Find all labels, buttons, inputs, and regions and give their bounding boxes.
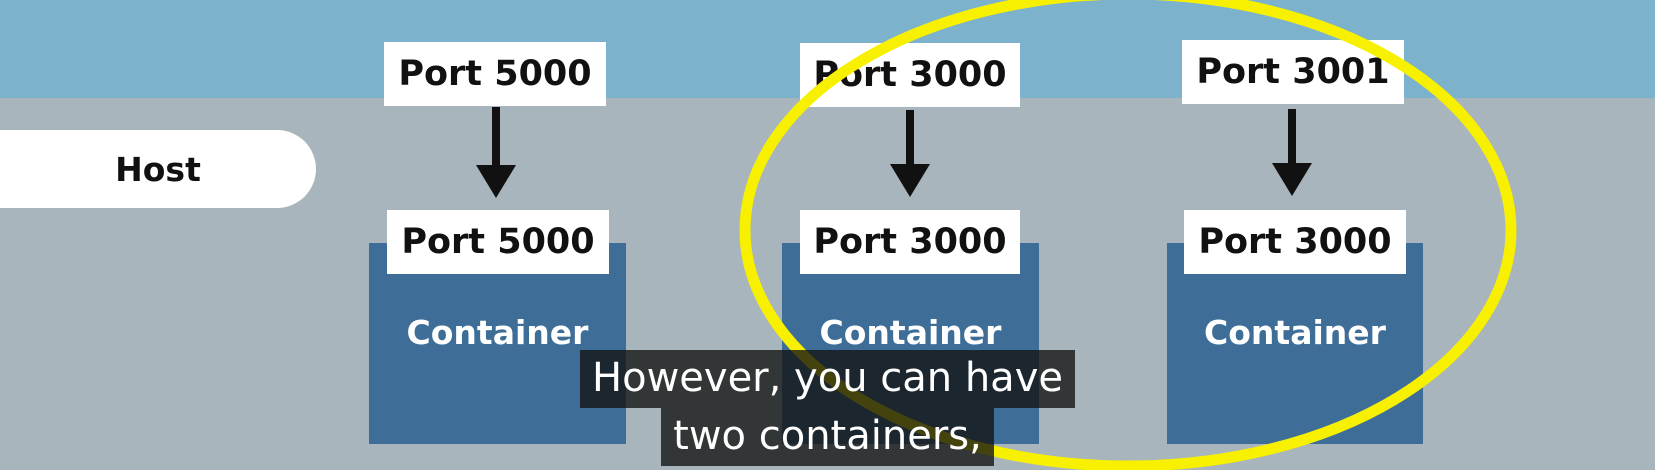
subtitle-text-2: two containers, (661, 408, 994, 466)
container-box-1: Container (369, 243, 626, 444)
down-arrow-icon (890, 110, 930, 197)
container-label: Container (1204, 313, 1386, 352)
container-port-label-1: Port 5000 (387, 210, 609, 274)
container-label: Container (406, 313, 589, 352)
down-arrow-icon (1272, 109, 1312, 196)
host-port-label-1: Port 5000 (384, 42, 606, 106)
host-port-label-2: Port 3000 (800, 43, 1020, 107)
down-arrow-icon (476, 107, 516, 198)
host-port-label-3: Port 3001 (1182, 40, 1404, 104)
subtitle-line-2: two containers, (0, 408, 1655, 466)
host-label: Host (0, 130, 316, 208)
subtitle-text-1: However, you can have (580, 350, 1075, 408)
container-port-label-3: Port 3000 (1184, 210, 1406, 274)
subtitle-line-1: However, you can have (0, 350, 1655, 408)
container-label: Container (819, 313, 1002, 352)
container-port-label-2: Port 3000 (800, 210, 1020, 274)
